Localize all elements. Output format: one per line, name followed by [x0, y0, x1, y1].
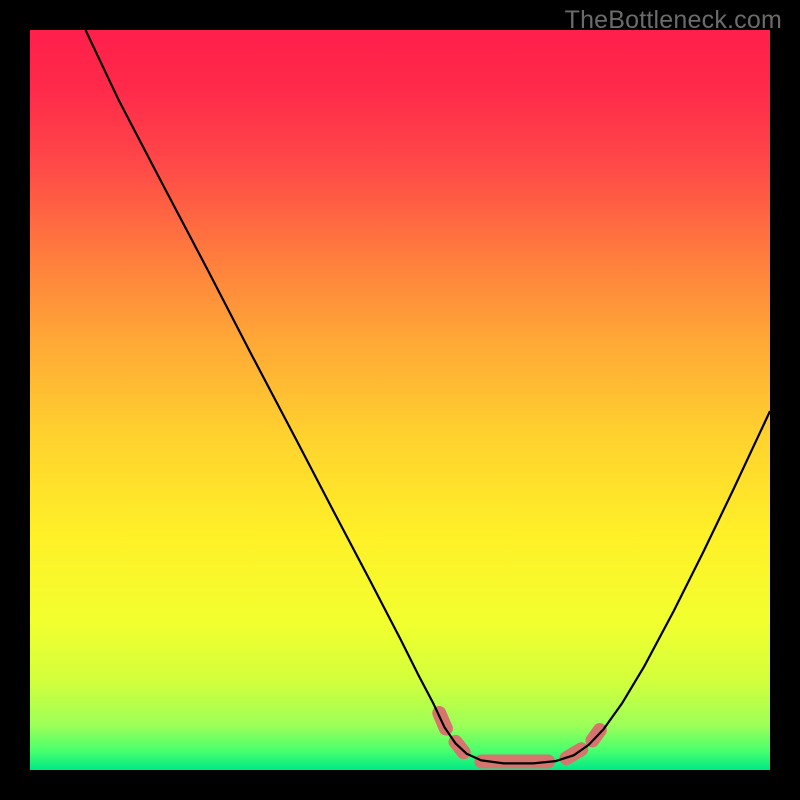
plot-area [30, 30, 770, 770]
watermark-text: TheBottleneck.com [565, 6, 782, 35]
chart-svg [30, 30, 770, 770]
frame: TheBottleneck.com [0, 0, 800, 800]
